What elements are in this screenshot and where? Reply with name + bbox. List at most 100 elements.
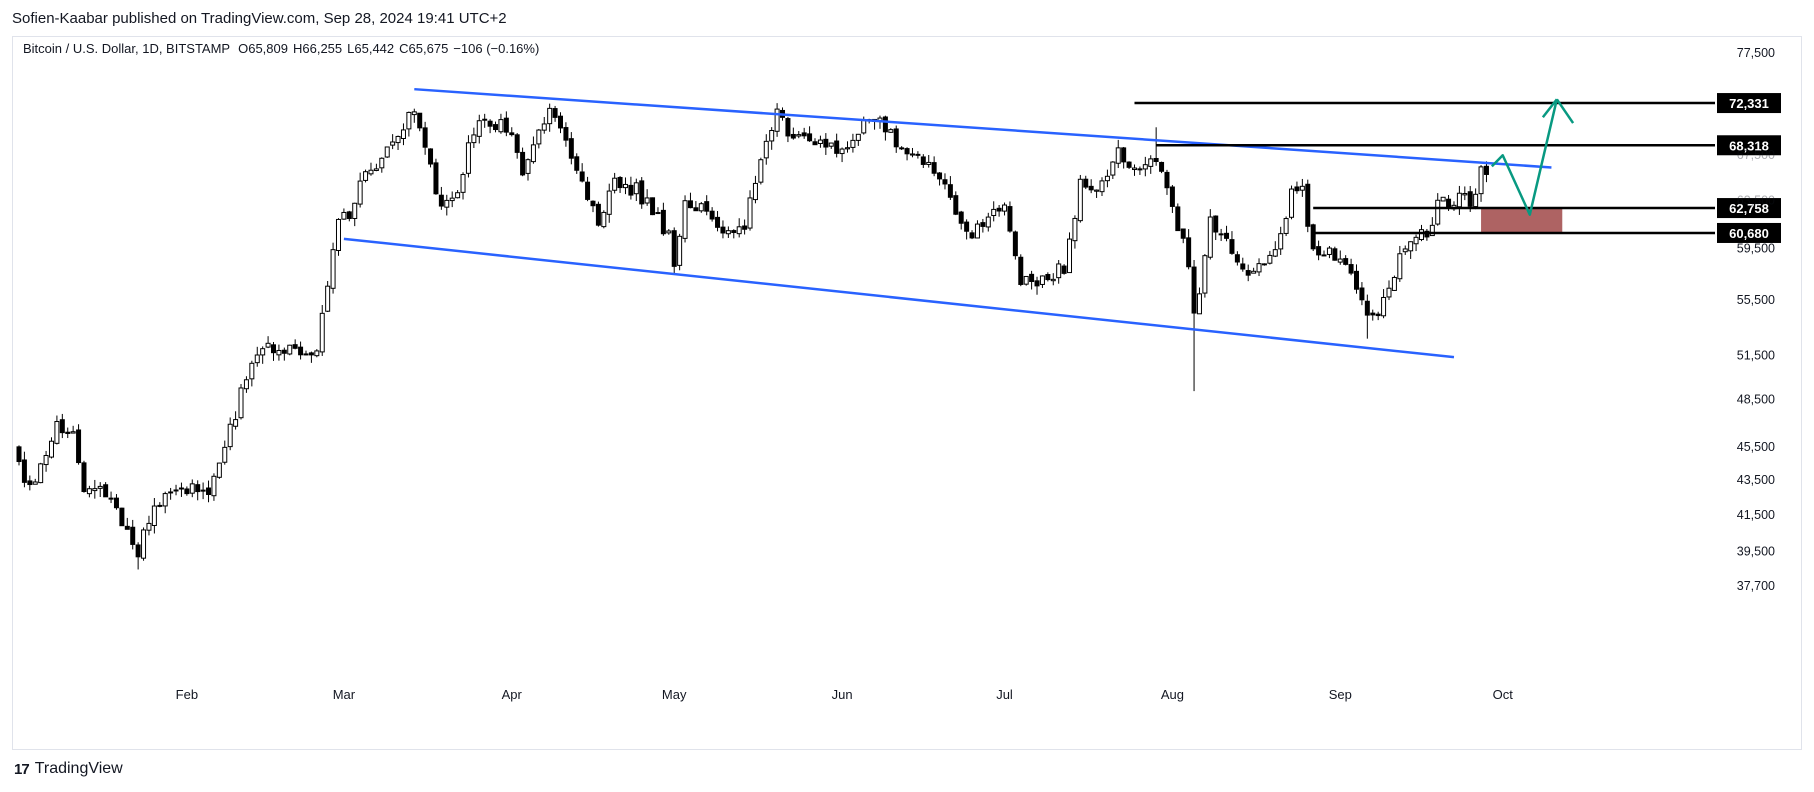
time-tick-label: Aug — [1161, 687, 1184, 702]
candle-up — [178, 487, 184, 490]
time-tick-label: Oct — [1493, 687, 1514, 702]
candles-layer — [16, 103, 1489, 570]
candle-up — [844, 147, 850, 150]
candle-up — [265, 342, 271, 348]
candle-up — [1473, 193, 1479, 208]
symbol-title[interactable]: Bitcoin / U.S. Dollar, 1D, BITSTAMP — [23, 41, 230, 56]
candle-down — [1218, 233, 1224, 236]
candle-down — [308, 352, 314, 356]
candle-up — [1299, 185, 1305, 191]
candle-up — [991, 208, 997, 217]
candle-up — [1289, 188, 1295, 218]
candle-up — [1142, 164, 1148, 170]
candle-up — [1077, 178, 1083, 222]
candle-down — [292, 344, 298, 349]
ohlc-low_label: L — [347, 41, 354, 56]
demand-zone — [1481, 208, 1563, 233]
candle-up — [363, 171, 369, 181]
candle-up — [319, 312, 325, 353]
candle-up — [357, 180, 363, 205]
candle-down — [1343, 258, 1349, 265]
time-tick-label: Apr — [502, 687, 523, 702]
candle-down — [980, 222, 986, 227]
candle-up — [1039, 275, 1045, 285]
candle-up — [601, 211, 607, 228]
candle-down — [1180, 228, 1186, 239]
candle-down — [1061, 265, 1067, 274]
candle-down — [65, 431, 71, 434]
candle-down — [720, 226, 726, 234]
candle-down — [595, 203, 601, 226]
candle-down — [184, 488, 190, 495]
candle-down — [558, 115, 563, 129]
level-tag — [1717, 198, 1781, 219]
candle-up — [97, 485, 103, 489]
candle-down — [1083, 178, 1089, 188]
candle-up — [1202, 255, 1208, 294]
candle-down — [1375, 313, 1381, 317]
candle-up — [909, 153, 915, 156]
candle-down — [709, 210, 715, 220]
candle-up — [1435, 199, 1441, 225]
candle-up — [390, 141, 396, 146]
candle-down — [996, 207, 1002, 212]
candle-down — [422, 127, 428, 148]
candle-up — [606, 190, 612, 215]
candle-up — [655, 212, 661, 215]
candle-up — [796, 134, 802, 137]
candle-down — [964, 221, 970, 232]
candle-up — [1207, 216, 1213, 258]
candle-down — [1370, 312, 1376, 316]
candle-down — [1446, 198, 1452, 208]
candle-up — [541, 123, 547, 131]
candle-up — [1050, 278, 1056, 282]
candle-down — [1012, 231, 1018, 257]
candle-up — [1256, 263, 1262, 273]
candle-down — [428, 148, 434, 165]
level-tag-label: 60,680 — [1729, 226, 1769, 241]
candle-down — [650, 197, 656, 216]
price-tick-label: 63,500 — [1737, 193, 1775, 207]
candle-down — [1294, 186, 1300, 192]
candle-up — [276, 349, 282, 356]
tradingview-logo[interactable]: 17 TradingView — [14, 760, 123, 778]
candle-down — [904, 148, 910, 155]
candle-down — [1007, 206, 1013, 232]
candle-up — [1326, 247, 1332, 255]
candle-up — [189, 483, 195, 494]
price-tick-label: 43,500 — [1737, 473, 1775, 487]
candle-down — [585, 181, 591, 200]
candle-up — [1462, 193, 1468, 196]
chart-pane[interactable]: 72,331 68,318 62,758 60,680 77,500 67,500 63,… — [12, 36, 1802, 750]
candle-up — [547, 107, 553, 125]
candle-up — [1478, 166, 1484, 195]
candle-down — [790, 133, 796, 139]
level-tag — [1717, 93, 1781, 114]
candle-down — [1229, 239, 1235, 254]
candle-up — [758, 159, 764, 183]
candle-down — [693, 207, 699, 212]
candle-up — [1094, 189, 1100, 192]
price-chart[interactable]: 72,331 68,318 62,758 60,680 77,500 67,500 63,… — [13, 37, 1803, 751]
candle-down — [1467, 191, 1473, 207]
candle-down — [660, 209, 666, 235]
candle-down — [1316, 246, 1322, 256]
candle-down — [1364, 300, 1370, 316]
candle-up — [455, 192, 461, 199]
candle-down — [1234, 254, 1240, 263]
candle-down — [579, 171, 585, 182]
candle-up — [238, 387, 244, 419]
candle-up — [525, 159, 531, 174]
candle-up — [1413, 236, 1419, 245]
candle-up — [763, 140, 769, 159]
candle-up — [974, 223, 980, 239]
candle-up — [1278, 233, 1284, 250]
candle-down — [1088, 185, 1094, 191]
candle-down — [801, 132, 807, 137]
candle-down — [1164, 171, 1170, 189]
candle-down — [438, 194, 444, 207]
candle-down — [16, 446, 22, 463]
candle-up — [200, 489, 206, 492]
candle-up — [817, 139, 823, 145]
candle-up — [32, 481, 38, 485]
